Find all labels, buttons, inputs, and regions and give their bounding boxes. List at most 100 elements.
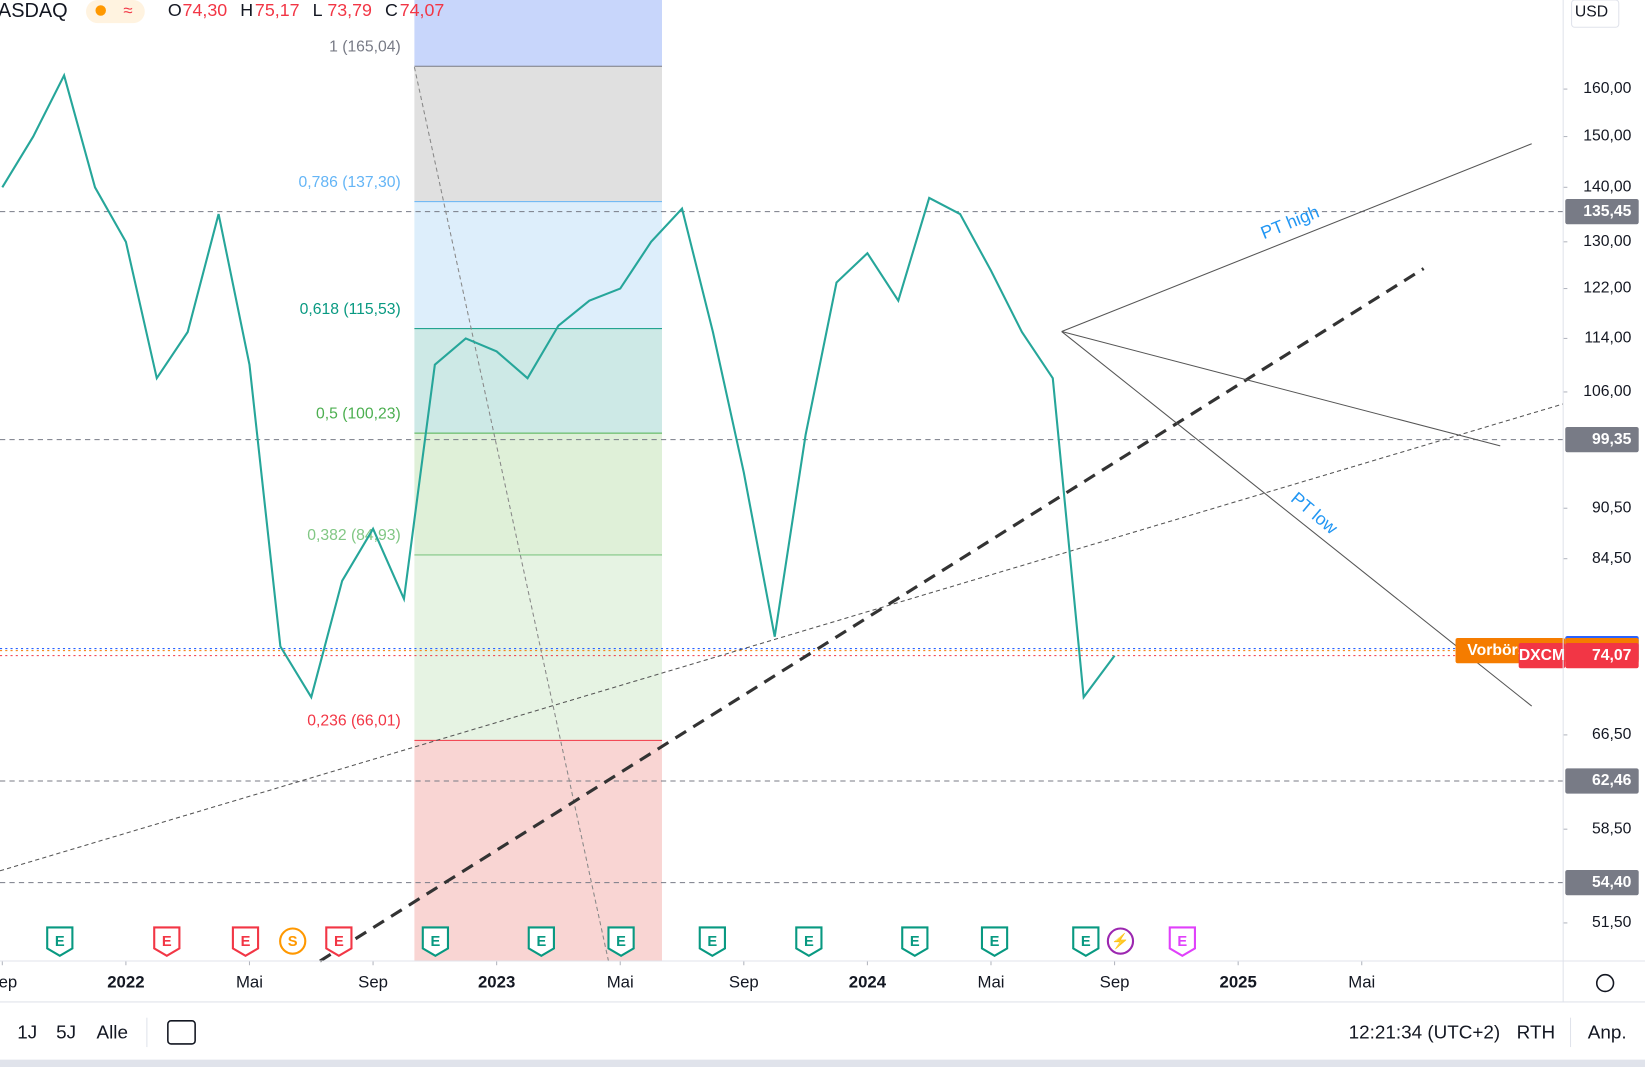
fib-band [414, 554, 662, 741]
adjust-button[interactable]: Anp. [1588, 1022, 1627, 1043]
ohlc-value: 75,17 [255, 0, 300, 20]
fib-label: 1 (165,04) [329, 39, 401, 56]
price-label-name-box [1518, 643, 1566, 669]
event-badge[interactable] [795, 926, 823, 958]
event-badge[interactable] [980, 926, 1009, 958]
fib-label: 0,5 (100,23) [316, 405, 401, 422]
event-label: E [804, 934, 814, 950]
session-badge [86, 0, 145, 24]
price-label: 135,45 [1583, 203, 1631, 220]
event-label: E [536, 934, 546, 950]
fib-label: 0,382 (84,93) [307, 527, 401, 544]
symbol: ASDAQ [0, 0, 68, 22]
event-badge[interactable] [901, 926, 929, 958]
event-label: E [334, 934, 344, 950]
price-label-box [1565, 768, 1639, 794]
event-badge[interactable] [607, 926, 635, 958]
x-tick-label: Sep [0, 973, 17, 992]
x-tick-label: Sep [358, 973, 388, 992]
x-tick-label: Mai [977, 973, 1004, 992]
fib-bands: 1 (165,04) 0,786 (137,30) 0,618 (115,53) 0,… [299, 0, 662, 962]
session-button[interactable]: RTH [1517, 1022, 1555, 1043]
price-label-box [1565, 643, 1639, 669]
premarket-icon [95, 5, 106, 16]
event-badge[interactable] [1072, 926, 1100, 958]
range-button[interactable]: 1J [17, 1022, 37, 1043]
event-badge[interactable] [279, 927, 307, 955]
event-label: E [55, 934, 65, 950]
date-range-button[interactable] [167, 1020, 196, 1045]
y-tick-label: 58,50 [1592, 820, 1632, 837]
event-label: E [162, 934, 172, 950]
event-label: ⚡ [1111, 932, 1129, 950]
price-label: 99,35 [1592, 431, 1632, 448]
event-badge[interactable] [421, 926, 450, 958]
event-badge[interactable] [46, 926, 74, 958]
range-button[interactable]: Alle [97, 1022, 128, 1043]
ohlc-key: O [168, 0, 182, 20]
ohlc-value: 74,07 [400, 0, 445, 20]
fib-band [414, 0, 662, 67]
y-tick-label: 84,50 [1592, 550, 1632, 567]
range-button[interactable]: 5J [56, 1022, 76, 1043]
event-label: E [1081, 934, 1091, 950]
y-tick-label: 66,50 [1592, 726, 1632, 743]
y-tick-label: 51,50 [1592, 914, 1632, 931]
clock: 12:21:34 (UTC+2) [1349, 1022, 1501, 1043]
trend-line-thick [319, 267, 1425, 963]
fib-band [414, 433, 662, 555]
x-tick-label: Sep [1100, 973, 1130, 992]
ohlc-value: 74,30 [183, 0, 228, 20]
event-label: E [430, 934, 440, 950]
event-badge[interactable] [698, 926, 726, 958]
event-label: E [910, 934, 920, 950]
x-tick-label: Mai [607, 973, 634, 992]
ohlc: O 74,30 H 75,17 L 73,79 C 74,07 [168, 0, 445, 20]
price-label-box [1565, 427, 1639, 453]
y-tick-label: 160,00 [1583, 80, 1631, 97]
y-tick-label: 106,00 [1583, 383, 1631, 400]
ohlc-key: H [240, 0, 253, 20]
projection-line [1061, 331, 1533, 707]
y-tick-label: 130,00 [1583, 233, 1631, 250]
price-label-box [1565, 199, 1639, 225]
y-tick-label: 150,00 [1583, 128, 1631, 145]
projection-line [1061, 143, 1532, 333]
x-tick-label: Sep [729, 973, 759, 992]
fib-label: 0,236 (66,01) [307, 713, 401, 730]
event-badge[interactable] [153, 926, 181, 958]
event-badge[interactable] [527, 926, 555, 958]
x-tick-label: 2022 [107, 973, 144, 992]
event-badge[interactable] [231, 926, 260, 958]
currency-button[interactable] [1571, 0, 1620, 28]
currency[interactable]: USD [1575, 4, 1608, 21]
x-tick-label: 2024 [849, 973, 887, 992]
projection-line [1061, 331, 1501, 447]
fib-band [414, 201, 662, 329]
fib-band [414, 66, 662, 202]
event-label: E [707, 934, 717, 950]
x-tick-label: Mai [1348, 973, 1375, 992]
fib-band [414, 328, 662, 434]
y-tick-label: 90,50 [1592, 499, 1632, 516]
event-badge[interactable] [325, 926, 353, 958]
fib-band [414, 740, 662, 962]
event-label: E [616, 934, 626, 950]
event-label: E [1177, 934, 1187, 950]
event-badge[interactable] [1168, 926, 1196, 958]
price-label-name: DXCM [1519, 647, 1565, 664]
ohlc-key: C [385, 0, 398, 20]
session-icon: ≈ [123, 1, 132, 20]
plot: 135,4599,3574,7874,57Vorbörslich74,07DXC… [1, 72, 1639, 958]
event-badge[interactable] [1106, 927, 1135, 955]
x-tick-label: Mai [236, 973, 263, 992]
price-line-series [1, 72, 1116, 700]
toolbar: 1J 5J Alle 12:21:34 (UTC+2) RTH Anp. [17, 1022, 1626, 1043]
ohlc-key: L [313, 0, 323, 20]
fib-label: 0,786 (137,30) [299, 174, 401, 191]
settings-button[interactable] [1595, 973, 1615, 993]
trend-line [0, 403, 1564, 872]
y-tick-label: 140,00 [1583, 178, 1631, 195]
